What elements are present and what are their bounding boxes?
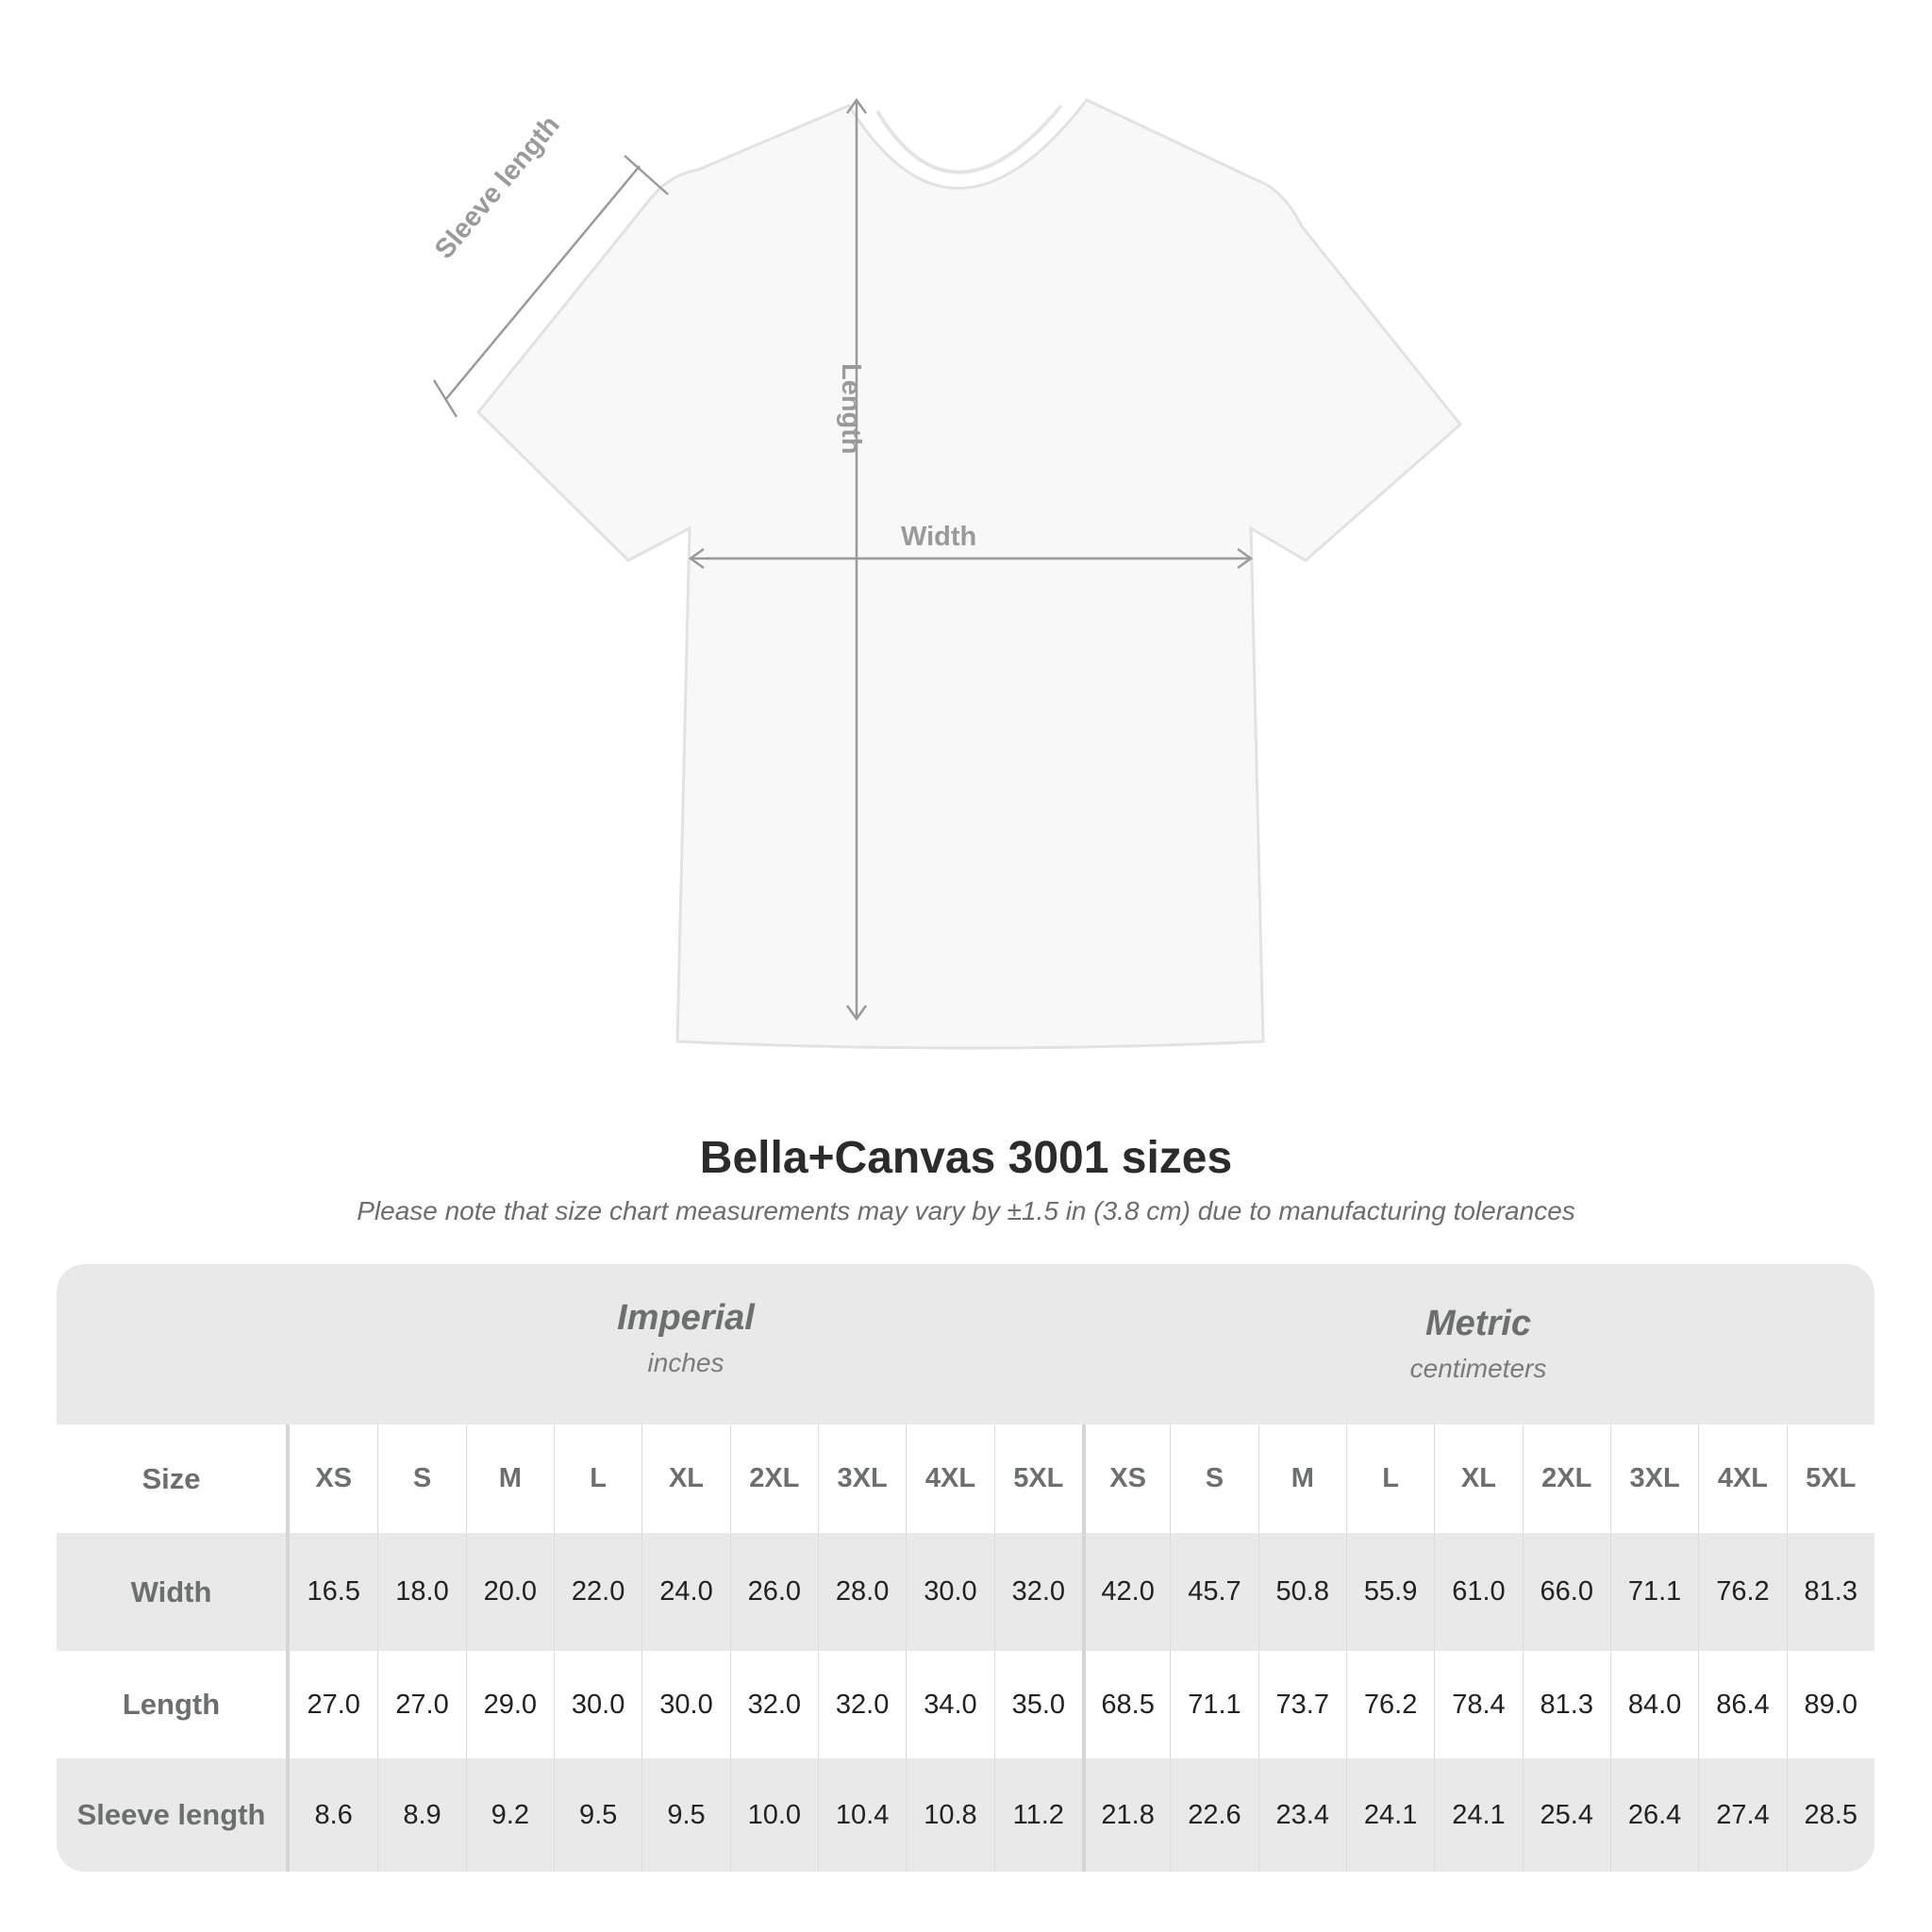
metric-size-header: S [1170, 1424, 1257, 1533]
metric-unit: centimeters [1409, 1354, 1547, 1383]
imperial-size-header: M [465, 1424, 554, 1533]
size-chart-table: Imperial inches Metric centimeters Size X… [57, 1264, 1874, 1872]
imperial-value-cell: 32.0 [729, 1651, 818, 1758]
imperial-value-cell: 30.0 [553, 1651, 641, 1758]
imperial-value-cell: 22.0 [553, 1533, 641, 1651]
imperial-value-cell: 11.2 [993, 1758, 1082, 1872]
metric-value-cell: 81.3 [1522, 1651, 1610, 1758]
imperial-value-cell: 24.0 [641, 1533, 729, 1651]
imperial-value-cell: 10.8 [906, 1758, 993, 1872]
table-row: Width 16.5 18.0 20.0 22.0 24.0 26.0 28.0 30.0 32.… [57, 1533, 1874, 1651]
metric-size-header: 3XL [1609, 1424, 1698, 1533]
imperial-header: Imperial inches [290, 1264, 1082, 1458]
metric-value-cell: 84.0 [1609, 1651, 1698, 1758]
metric-value-cell: 76.2 [1345, 1651, 1434, 1758]
metric-size-header: XS [1081, 1424, 1170, 1533]
imperial-value-cell: 16.5 [307, 1576, 360, 1607]
metric-header: Metric centimeters [1082, 1264, 1874, 1464]
metric-value-cell: 28.5 [1786, 1758, 1874, 1872]
imperial-value-cell: 9.5 [553, 1758, 641, 1872]
row-label: Length [57, 1651, 290, 1758]
metric-size-header: L [1345, 1424, 1434, 1533]
metric-title: Metric [1425, 1304, 1531, 1343]
imperial-size-header: S [377, 1424, 465, 1533]
width-label: Width [901, 522, 977, 552]
imperial-value-cell: 27.0 [377, 1651, 465, 1758]
imperial-value-cell: 18.0 [377, 1533, 465, 1651]
metric-value-cell: 68.5 [1081, 1651, 1170, 1758]
metric-value-cell: 27.4 [1698, 1758, 1786, 1872]
metric-value-cell: 76.2 [1698, 1533, 1786, 1651]
tshirt-shape [475, 98, 1463, 1050]
imperial-title: Imperial [617, 1298, 755, 1338]
metric-value-cell: 25.4 [1522, 1758, 1610, 1872]
imperial-value-cell: 20.0 [465, 1533, 554, 1651]
metric-value-cell: 22.6 [1170, 1758, 1257, 1872]
metric-size-header: 2XL [1522, 1424, 1610, 1533]
metric-size-header: 5XL [1786, 1424, 1874, 1533]
imperial-value-cell: 8.9 [377, 1758, 465, 1872]
imperial-value-cell: 9.2 [465, 1758, 554, 1872]
imperial-size-header: XL [641, 1424, 729, 1533]
tshirt-neckline [875, 104, 1063, 175]
metric-value-cell: 23.4 [1257, 1758, 1346, 1872]
metric-value-cell: 66.0 [1522, 1533, 1610, 1651]
tshirt-diagram [432, 97, 1463, 1050]
page-title: Bella+Canvas 3001 sizes [699, 1133, 1233, 1183]
imperial-value-cell: 30.0 [641, 1651, 729, 1758]
metric-value-cell: 86.4 [1698, 1651, 1786, 1758]
row-label: Sleeve length [57, 1758, 290, 1872]
metric-value-cell: 71.1 [1170, 1651, 1257, 1758]
imperial-value-cell: 27.0 [307, 1689, 360, 1720]
metric-value-cell: 45.7 [1170, 1533, 1257, 1651]
metric-size-header: 4XL [1698, 1424, 1786, 1533]
imperial-value-cell: 35.0 [993, 1651, 1082, 1758]
metric-value-cell: 24.1 [1434, 1758, 1522, 1872]
imperial-size-header: L [553, 1424, 641, 1533]
sleeve-measure-line [444, 165, 641, 401]
imperial-value-cell: 10.4 [817, 1758, 906, 1872]
imperial-size-header: XS [315, 1463, 352, 1493]
metric-value-cell: 78.4 [1434, 1651, 1522, 1758]
metric-value-cell: 50.8 [1257, 1533, 1346, 1651]
metric-size-header: XL [1434, 1424, 1522, 1533]
imperial-value-cell: 28.0 [817, 1533, 906, 1651]
metric-size-header: M [1257, 1424, 1346, 1533]
imperial-value-cell: 29.0 [465, 1651, 554, 1758]
metric-value-cell: 55.9 [1345, 1533, 1434, 1651]
metric-value-cell: 81.3 [1786, 1533, 1874, 1651]
metric-value-cell: 26.4 [1609, 1758, 1698, 1872]
metric-value-cell: 71.1 [1609, 1533, 1698, 1651]
imperial-value-cell: 8.6 [314, 1799, 353, 1830]
metric-value-cell: 61.0 [1434, 1533, 1522, 1651]
metric-value-cell: 21.8 [1081, 1758, 1170, 1872]
tolerance-note: Please note that size chart measurements… [357, 1196, 1575, 1225]
imperial-value-cell: 30.0 [906, 1533, 993, 1651]
imperial-unit: inches [647, 1348, 724, 1377]
imperial-size-header: 4XL [906, 1424, 993, 1533]
imperial-value-cell: 34.0 [906, 1651, 993, 1758]
imperial-value-cell: 26.0 [729, 1533, 818, 1651]
imperial-value-cell: 10.0 [729, 1758, 818, 1872]
metric-value-cell: 73.7 [1257, 1651, 1346, 1758]
metric-value-cell: 24.1 [1345, 1758, 1434, 1872]
length-label: Length [836, 363, 866, 455]
row-label: Width [57, 1533, 290, 1651]
table-row: Length 27.0 27.0 29.0 30.0 30.0 32.0 32.0 34.0 35… [57, 1651, 1874, 1758]
size-header-row: Size XS S M L XL 2XL 3XL 4XL 5XL XS S M L XL 2XL 3XL 4XL 5… [57, 1424, 1874, 1533]
imperial-value-cell: 9.5 [641, 1758, 729, 1872]
imperial-value-cell: 32.0 [817, 1651, 906, 1758]
imperial-size-header: 5XL [993, 1424, 1082, 1533]
table-row: Sleeve length 8.6 8.9 9.2 9.5 9.5 10.0 10.4 10.8… [57, 1758, 1874, 1872]
imperial-value-cell: 32.0 [993, 1533, 1082, 1651]
imperial-size-header: 2XL [729, 1424, 818, 1533]
metric-value-cell: 42.0 [1081, 1533, 1170, 1651]
row-label: Size [57, 1424, 290, 1533]
metric-value-cell: 89.0 [1786, 1651, 1874, 1758]
imperial-size-header: 3XL [817, 1424, 906, 1533]
